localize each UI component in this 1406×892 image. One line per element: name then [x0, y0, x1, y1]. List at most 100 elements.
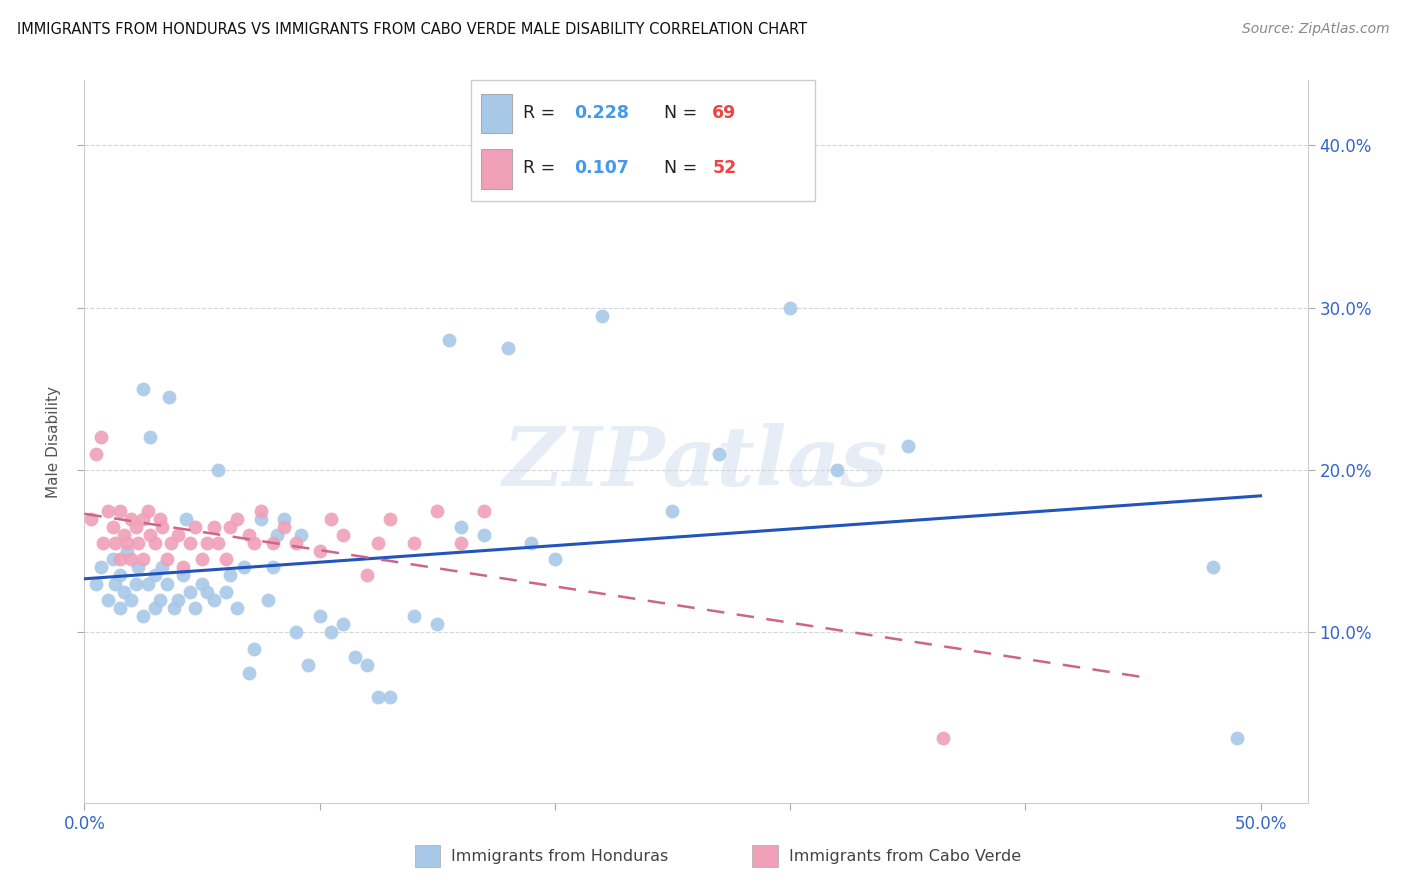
Point: [472, 528, 495, 542]
Point: [167, 592, 190, 607]
Point: [156, 552, 179, 566]
Point: [132, 552, 155, 566]
Point: [308, 609, 330, 624]
Point: [273, 511, 295, 525]
FancyBboxPatch shape: [481, 149, 512, 188]
FancyBboxPatch shape: [481, 94, 512, 133]
Point: [450, 536, 472, 550]
Point: [402, 609, 425, 624]
Point: [97, 503, 120, 517]
Point: [143, 601, 166, 615]
Point: [426, 503, 449, 517]
Point: [132, 382, 155, 396]
Point: [120, 552, 142, 566]
Text: Immigrants from Cabo Verde: Immigrants from Cabo Verde: [789, 849, 1021, 863]
Point: [101, 520, 124, 534]
Point: [520, 536, 543, 550]
Point: [112, 528, 135, 542]
Point: [825, 463, 848, 477]
Point: [115, 536, 138, 550]
Point: [544, 552, 567, 566]
Point: [321, 511, 343, 525]
Point: [266, 528, 288, 542]
Point: [84, 447, 107, 461]
Point: [426, 617, 449, 632]
Point: [156, 576, 179, 591]
Point: [932, 731, 955, 745]
Text: IMMIGRANTS FROM HONDURAS VS IMMIGRANTS FROM CABO VERDE MALE DISABILITY CORRELATI: IMMIGRANTS FROM HONDURAS VS IMMIGRANTS F…: [17, 22, 807, 37]
Point: [233, 560, 256, 574]
Point: [136, 503, 159, 517]
Point: [402, 536, 425, 550]
Point: [308, 544, 330, 558]
Point: [450, 520, 472, 534]
Point: [149, 511, 172, 525]
Text: R =: R =: [523, 159, 561, 177]
Point: [108, 568, 131, 582]
Point: [167, 528, 190, 542]
FancyBboxPatch shape: [471, 80, 815, 201]
Point: [380, 690, 402, 705]
Point: [219, 520, 242, 534]
Point: [897, 439, 920, 453]
Point: [150, 560, 173, 574]
Point: [380, 511, 402, 525]
Point: [226, 601, 249, 615]
Point: [321, 625, 343, 640]
Point: [249, 503, 271, 517]
Text: Source: ZipAtlas.com: Source: ZipAtlas.com: [1241, 22, 1389, 37]
Point: [108, 552, 131, 566]
Point: [195, 536, 218, 550]
Point: [290, 528, 312, 542]
Text: 0.228: 0.228: [575, 104, 630, 122]
Point: [242, 536, 264, 550]
Point: [285, 625, 308, 640]
Point: [238, 528, 260, 542]
Point: [90, 430, 112, 444]
Point: [1202, 560, 1225, 574]
Point: [132, 511, 155, 525]
Point: [139, 528, 162, 542]
Point: [136, 576, 159, 591]
Point: [249, 511, 271, 525]
Point: [343, 649, 366, 664]
Point: [108, 601, 131, 615]
Point: [143, 568, 166, 582]
Point: [661, 503, 683, 517]
Point: [127, 560, 149, 574]
Point: [214, 584, 236, 599]
Point: [157, 390, 180, 404]
Point: [125, 576, 148, 591]
Point: [367, 536, 389, 550]
Point: [779, 301, 801, 315]
Point: [242, 641, 264, 656]
Text: 0.107: 0.107: [575, 159, 630, 177]
Point: [160, 536, 183, 550]
Point: [496, 341, 519, 355]
Point: [472, 503, 495, 517]
Point: [262, 536, 284, 550]
Point: [184, 520, 207, 534]
Point: [127, 536, 149, 550]
Point: [112, 584, 135, 599]
Point: [143, 536, 166, 550]
Point: [219, 568, 242, 582]
Point: [202, 592, 225, 607]
Point: [132, 609, 155, 624]
Text: R =: R =: [523, 104, 561, 122]
Point: [297, 657, 319, 672]
Text: 69: 69: [713, 104, 737, 122]
Point: [238, 665, 260, 680]
Point: [97, 592, 120, 607]
Point: [356, 568, 378, 582]
Point: [207, 536, 229, 550]
Point: [172, 568, 194, 582]
Point: [273, 520, 295, 534]
Point: [150, 520, 173, 534]
Point: [207, 463, 229, 477]
Point: [367, 690, 389, 705]
Point: [591, 309, 613, 323]
Point: [1226, 731, 1249, 745]
Point: [104, 536, 127, 550]
Point: [149, 592, 172, 607]
